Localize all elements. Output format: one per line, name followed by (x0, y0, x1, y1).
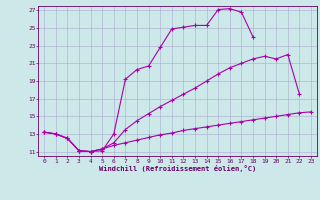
X-axis label: Windchill (Refroidissement éolien,°C): Windchill (Refroidissement éolien,°C) (99, 165, 256, 172)
